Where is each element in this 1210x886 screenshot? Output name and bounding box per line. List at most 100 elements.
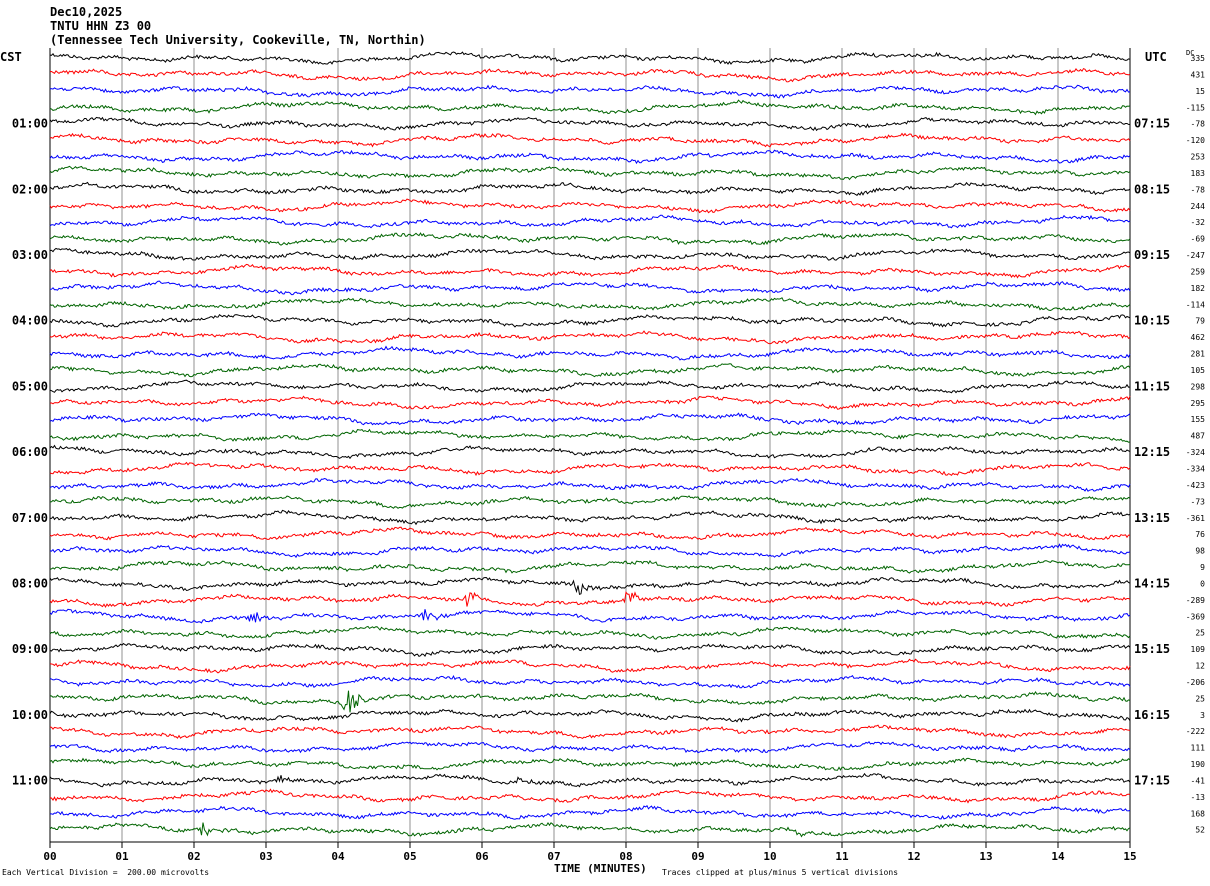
seismic-trace bbox=[49, 198, 1131, 214]
seismic-trace bbox=[49, 642, 1131, 658]
seismic-trace bbox=[49, 772, 1131, 788]
seismic-trace bbox=[49, 181, 1131, 196]
seismic-trace bbox=[49, 412, 1131, 426]
clip-note: Traces clipped at plus/minus 5 vertical … bbox=[662, 868, 899, 877]
dc-offset-label: 335 bbox=[1191, 54, 1206, 63]
dc-offset-label: -324 bbox=[1186, 448, 1205, 457]
seismic-trace bbox=[49, 99, 1131, 116]
dc-offset-label: 98 bbox=[1195, 547, 1205, 556]
station-location: (Tennessee Tech University, Cookeville, … bbox=[50, 33, 426, 47]
dc-offset-label: 259 bbox=[1191, 267, 1206, 276]
dc-offset-label: 105 bbox=[1191, 366, 1206, 375]
cst-hour-label: 02:00 bbox=[12, 182, 48, 196]
x-tick-label: 04 bbox=[331, 850, 345, 863]
x-tick-label: 12 bbox=[907, 850, 920, 863]
seismic-trace bbox=[49, 690, 1131, 713]
seismic-trace bbox=[49, 708, 1131, 723]
dc-offset-label: -361 bbox=[1186, 514, 1205, 523]
dc-offset-label: 25 bbox=[1195, 694, 1205, 703]
dc-offset-label: -115 bbox=[1186, 103, 1205, 112]
dc-offset-label: 111 bbox=[1191, 744, 1206, 753]
seismic-trace bbox=[49, 379, 1131, 394]
x-tick-label: 09 bbox=[691, 850, 704, 863]
dc-offset-label: 182 bbox=[1191, 284, 1206, 293]
seismic-trace bbox=[49, 330, 1131, 345]
cst-hour-label: 10:00 bbox=[12, 708, 48, 722]
cst-hour-label: 08:00 bbox=[12, 576, 48, 590]
dc-offset-label: -247 bbox=[1186, 251, 1205, 260]
seismic-trace bbox=[49, 576, 1131, 595]
seismic-trace bbox=[49, 149, 1131, 165]
seismic-trace bbox=[49, 132, 1131, 148]
dc-offset-label: 76 bbox=[1195, 530, 1205, 539]
seismic-trace bbox=[49, 724, 1131, 739]
utc-hour-label: 08:15 bbox=[1134, 182, 1170, 196]
cst-hour-label: 09:00 bbox=[12, 642, 48, 656]
seismic-trace bbox=[49, 214, 1131, 229]
seismic-trace bbox=[49, 395, 1131, 410]
seismic-trace bbox=[49, 51, 1131, 65]
seismic-trace bbox=[49, 116, 1131, 132]
cst-hour-label: 11:00 bbox=[12, 773, 48, 787]
x-tick-label: 00 bbox=[43, 850, 56, 863]
utc-hour-label: 15:15 bbox=[1134, 642, 1170, 656]
seismic-trace bbox=[49, 495, 1131, 509]
seismic-trace bbox=[50, 509, 1131, 526]
seismic-trace bbox=[49, 444, 1131, 460]
dc-offset-label: 25 bbox=[1195, 629, 1205, 638]
dc-offset-label: -73 bbox=[1191, 497, 1206, 506]
seismic-trace bbox=[49, 608, 1131, 624]
x-tick-label: 01 bbox=[115, 850, 129, 863]
seismic-trace bbox=[50, 805, 1131, 820]
utc-hour-label: 12:15 bbox=[1134, 445, 1170, 459]
seismic-trace bbox=[49, 543, 1131, 559]
x-tick-label: 13 bbox=[979, 850, 992, 863]
dc-label: DC bbox=[1186, 49, 1195, 57]
seismic-trace bbox=[49, 477, 1131, 492]
dc-offset-label: 12 bbox=[1195, 662, 1205, 671]
dc-offset-label: 183 bbox=[1191, 169, 1206, 178]
dc-offset-label: 168 bbox=[1191, 809, 1206, 818]
x-tick-label: 06 bbox=[475, 850, 489, 863]
dc-offset-label: -13 bbox=[1191, 793, 1206, 802]
cst-zone-label: CST bbox=[0, 50, 22, 64]
dc-offset-label: -114 bbox=[1186, 300, 1205, 309]
seismic-trace bbox=[49, 67, 1131, 83]
x-tick-label: 08 bbox=[619, 850, 632, 863]
dc-offset-label: -32 bbox=[1191, 218, 1206, 227]
cst-hour-label: 07:00 bbox=[12, 511, 48, 525]
x-tick-label: 03 bbox=[259, 850, 272, 863]
dc-offset-label: 0 bbox=[1200, 579, 1205, 588]
dc-offset-label: 15 bbox=[1195, 87, 1205, 96]
dc-offset-label: -41 bbox=[1191, 776, 1206, 785]
seismic-trace bbox=[49, 363, 1131, 378]
dc-offset-label: 3 bbox=[1200, 711, 1205, 720]
dc-offset-label: -69 bbox=[1191, 235, 1206, 244]
plot-date: Dec10,2025 bbox=[50, 5, 123, 19]
seismic-trace bbox=[49, 263, 1131, 279]
seismic-trace bbox=[49, 559, 1131, 574]
utc-hour-label: 10:15 bbox=[1134, 314, 1170, 328]
utc-hour-label: 14:15 bbox=[1134, 576, 1170, 590]
seismic-trace bbox=[49, 247, 1131, 261]
dc-offset-label: 155 bbox=[1191, 415, 1206, 424]
cst-hour-label: 06:00 bbox=[12, 445, 48, 459]
dc-offset-label: -120 bbox=[1186, 136, 1205, 145]
utc-hour-label: 09:15 bbox=[1134, 248, 1170, 262]
dc-offset-label: 52 bbox=[1195, 826, 1205, 835]
seismic-trace bbox=[49, 84, 1131, 99]
x-tick-label: 05 bbox=[403, 850, 416, 863]
seismic-trace bbox=[49, 788, 1131, 804]
dc-offset-label: 281 bbox=[1191, 350, 1206, 359]
seismic-trace bbox=[49, 526, 1131, 541]
x-tick-label: 10 bbox=[763, 850, 776, 863]
seismic-trace bbox=[49, 757, 1131, 771]
seismic-trace bbox=[49, 232, 1131, 246]
cst-hour-label: 03:00 bbox=[12, 248, 48, 262]
seismic-trace bbox=[49, 821, 1131, 838]
dc-offset-label: 79 bbox=[1195, 317, 1205, 326]
x-tick-label: 11 bbox=[835, 850, 849, 863]
dc-offset-label: -334 bbox=[1186, 465, 1205, 474]
seismic-trace bbox=[49, 658, 1131, 674]
